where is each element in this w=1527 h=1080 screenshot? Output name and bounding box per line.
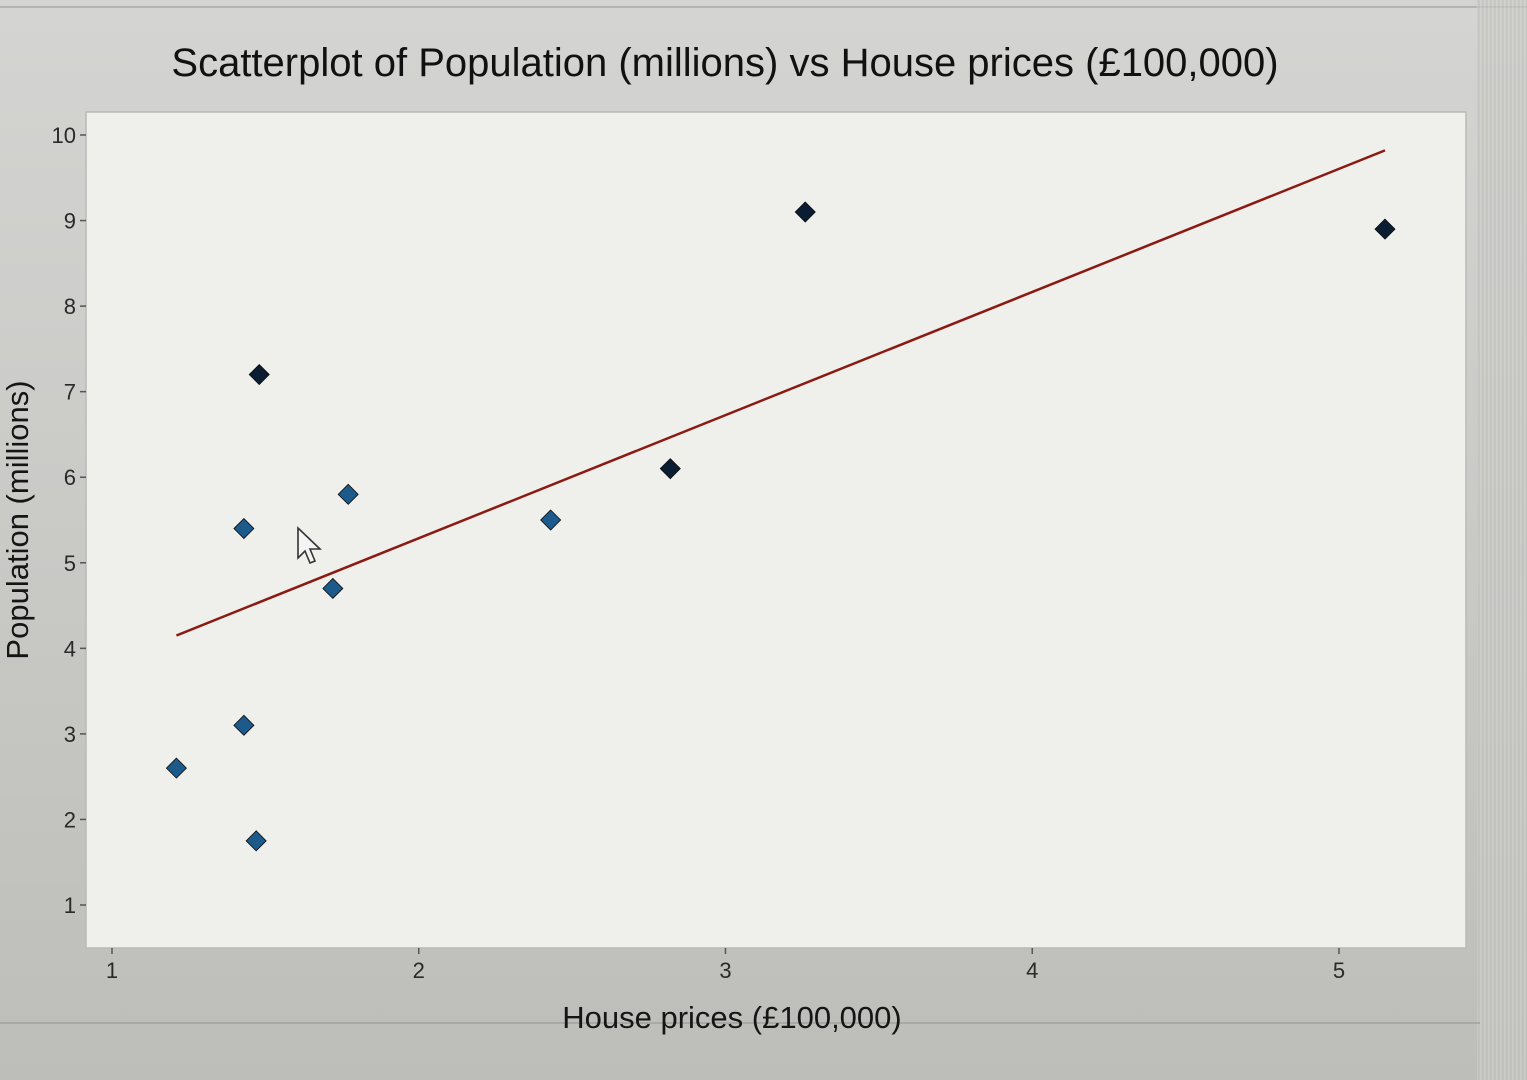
y-tick-label: 2 xyxy=(64,807,76,832)
data-point xyxy=(233,714,255,736)
x-tick-label: 2 xyxy=(413,958,425,983)
data-point xyxy=(233,517,255,540)
x-tick-label: 1 xyxy=(106,958,118,983)
chart-title: Scatterplot of Population (millions) vs … xyxy=(171,41,1278,85)
plot-area xyxy=(85,111,1467,949)
y-tick-label: 9 xyxy=(64,209,76,234)
y-tick-label: 8 xyxy=(64,294,76,319)
data-point xyxy=(248,363,270,386)
y-tick-label: 5 xyxy=(64,551,76,576)
data-point xyxy=(165,757,187,779)
data-point xyxy=(322,577,344,600)
x-tick-label: 3 xyxy=(719,958,731,983)
y-tick-label: 3 xyxy=(64,722,76,747)
data-point xyxy=(1374,218,1396,240)
y-axis-ticks: 1 2 3 4 5 6 7 8 9 10 xyxy=(52,123,86,918)
y-tick-label: 1 xyxy=(64,893,76,918)
x-tick-label: 5 xyxy=(1333,958,1345,983)
mouse-cursor-icon xyxy=(297,526,322,565)
data-point xyxy=(540,509,562,531)
window-top-edge xyxy=(0,6,1527,8)
y-tick-label: 10 xyxy=(52,123,76,148)
x-axis-ticks: 1 2 3 4 5 xyxy=(106,948,1345,983)
window-right-edge xyxy=(1477,0,1527,1080)
x-tick-label: 4 xyxy=(1026,958,1038,983)
data-points-layer xyxy=(165,201,1396,852)
trendline xyxy=(175,149,1386,637)
data-point xyxy=(794,201,816,223)
y-tick-label: 7 xyxy=(64,380,76,405)
data-point xyxy=(659,458,681,480)
data-point xyxy=(337,483,359,505)
data-point xyxy=(245,830,267,852)
trendline-layer xyxy=(175,149,1386,637)
x-axis-label: House prices (£100,000) xyxy=(562,1000,901,1035)
y-axis-label: Population (millions) xyxy=(0,380,35,659)
y-tick-label: 6 xyxy=(64,465,76,490)
y-tick-label: 4 xyxy=(64,636,76,661)
window-bottom-edge xyxy=(0,1022,1480,1024)
